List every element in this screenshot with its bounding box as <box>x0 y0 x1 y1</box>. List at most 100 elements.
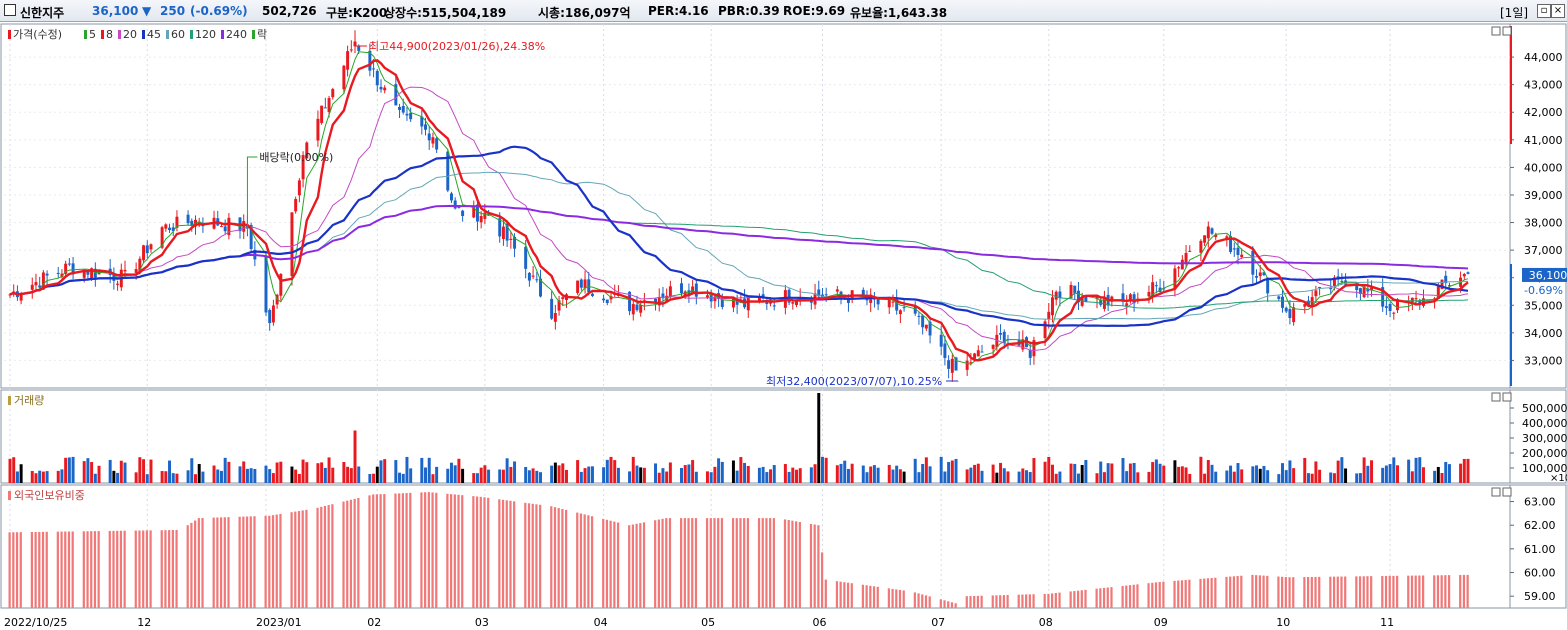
candle-body <box>509 238 513 240</box>
volume-bar <box>41 471 45 483</box>
foreign-ratio-bar <box>895 589 898 608</box>
volume-bar <box>1225 470 1229 483</box>
restore-icon[interactable]: ▫ <box>1537 4 1551 18</box>
foreign-ratio-bar <box>995 595 998 608</box>
candle-body <box>973 353 977 359</box>
foreign-ratio-bar <box>947 601 950 608</box>
volume-bar <box>839 463 843 483</box>
volume-bar <box>1310 473 1314 483</box>
volume-bar <box>846 468 850 483</box>
panel-close-button[interactable] <box>1502 26 1512 36</box>
foreign-ratio-bar <box>535 504 538 608</box>
panel-close-button[interactable] <box>1502 392 1512 402</box>
candle-body <box>720 299 724 307</box>
candle-body <box>1177 267 1181 269</box>
volume-bar <box>1177 466 1181 483</box>
candle-body <box>435 138 439 150</box>
volume-bar <box>501 469 505 483</box>
panel-close-button[interactable] <box>1502 487 1512 497</box>
candle-body <box>891 301 895 303</box>
candle-body <box>427 133 431 141</box>
legend-label: 60 <box>171 28 185 41</box>
foreign-ratio-bar <box>1310 576 1313 608</box>
candle-body <box>349 49 353 51</box>
x-tick-label: 07 <box>931 616 945 629</box>
foreign-ratio-bar <box>1225 576 1228 608</box>
volume-bar <box>535 470 539 483</box>
volume-bar <box>898 469 902 483</box>
legend-swatch <box>221 30 224 39</box>
volume-bar <box>509 466 513 483</box>
foreign-ratio-bar <box>1232 576 1236 608</box>
foreign-ratio-bar <box>872 586 876 608</box>
foreign-ratio-bar <box>138 530 141 608</box>
foreign-ratio-bar <box>190 522 193 608</box>
volume-bar <box>93 473 97 483</box>
foreign-ratio-bar <box>41 531 45 608</box>
foreign-ratio-bar <box>164 530 167 608</box>
foreign-ratio-bar <box>90 531 93 608</box>
select-checkbox[interactable] <box>4 4 16 16</box>
foreign-ratio-bar <box>631 524 635 608</box>
panel-minimize-button[interactable] <box>1491 487 1501 497</box>
volume-bar <box>1384 465 1388 483</box>
candle-body <box>817 289 821 297</box>
candle-body <box>668 286 672 298</box>
volume-bar <box>1214 471 1218 483</box>
price-tick-label: 43,000 <box>1524 79 1563 92</box>
volume-bar <box>64 457 68 483</box>
volume-bar <box>38 470 42 483</box>
volume-bar <box>661 468 665 483</box>
candle-body <box>924 324 928 329</box>
candle-body <box>30 284 34 290</box>
volume-bar <box>1366 465 1370 483</box>
volume-bar <box>921 463 925 483</box>
candle-body <box>1462 274 1466 277</box>
foreign-ratio-bar <box>1284 577 1287 608</box>
panel-minimize-button[interactable] <box>1491 26 1501 36</box>
candle-body <box>116 283 120 285</box>
legend-swatch <box>84 30 87 39</box>
volume-bar <box>67 457 71 483</box>
foreign-ratio-bar <box>1002 595 1006 608</box>
foreign-ratio-bar <box>605 519 609 608</box>
foreign-ratio-bar <box>1080 590 1083 608</box>
foreign-ratio-bar <box>761 518 764 608</box>
foreign-ratio-bar <box>1151 582 1154 608</box>
candle-body <box>331 89 335 98</box>
candle-body <box>1229 236 1233 252</box>
period-selector[interactable]: [1일] <box>1500 6 1529 20</box>
foreign-ratio-bar <box>1255 575 1258 608</box>
candle-body <box>501 226 505 239</box>
stock-name[interactable]: 신한지주 <box>20 6 65 20</box>
foreign-ratio-bar <box>1384 575 1388 608</box>
foreign-ratio-bar <box>1229 576 1232 608</box>
volume-bar <box>12 457 16 483</box>
foreign-ratio-bar <box>913 592 916 608</box>
volume-bar <box>590 466 594 483</box>
foreign-ratio-bar <box>487 497 490 608</box>
volume-bar <box>991 464 995 483</box>
panel-minimize-button[interactable] <box>1491 392 1501 402</box>
volume-bar <box>1054 473 1058 483</box>
volume-bar <box>891 469 895 483</box>
foreign-ratio-bar <box>227 517 230 608</box>
candle-body <box>902 307 906 309</box>
candle-body <box>420 116 424 127</box>
candle-body <box>1418 301 1422 305</box>
close-icon[interactable]: × <box>1551 4 1565 18</box>
foreign-ratio-bar <box>1332 576 1336 608</box>
candle-body <box>249 224 253 249</box>
x-tick-label: 03 <box>475 616 489 629</box>
candle-body <box>41 272 45 290</box>
foreign-ratio-bar <box>694 518 698 608</box>
price-tick-label: 38,000 <box>1524 217 1563 230</box>
foreign-ratio-bar <box>850 583 853 608</box>
volume-bar <box>1199 456 1203 483</box>
volume-bar <box>1262 465 1266 483</box>
volume-bar <box>446 468 450 483</box>
last-price-label: 36,100 <box>1529 269 1567 282</box>
candle-body <box>227 217 231 236</box>
volume-tick-label: 400,000 <box>1522 417 1567 430</box>
foreign-ratio-bar <box>1444 575 1447 608</box>
